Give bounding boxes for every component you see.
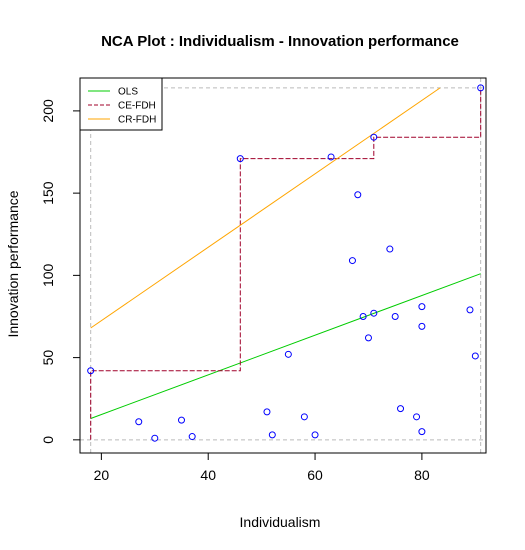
scope-lines xyxy=(80,78,486,453)
data-point xyxy=(418,322,426,330)
y-tick-label: 50 xyxy=(40,350,56,366)
data-point xyxy=(311,431,319,439)
data-point xyxy=(327,153,335,161)
x-tick-label: 80 xyxy=(414,467,430,483)
data-point xyxy=(284,350,292,358)
data-point xyxy=(178,416,185,424)
series-line-cr-fdh xyxy=(90,87,441,329)
data-point xyxy=(348,257,356,265)
legend-box xyxy=(79,77,163,131)
data-point xyxy=(413,413,421,421)
data-point xyxy=(87,367,95,375)
chart-title: NCA Plot : Individualism - Innovation pe… xyxy=(101,33,459,50)
series-lines xyxy=(90,87,482,440)
y-tick-label: 200 xyxy=(40,99,56,123)
data-point xyxy=(364,334,372,342)
data-point xyxy=(386,245,394,253)
x-tick-label: 40 xyxy=(200,467,216,483)
data-point xyxy=(471,352,479,360)
data-point xyxy=(300,413,308,421)
series-line-ols xyxy=(90,273,481,419)
y-axis-label: Innovation performance xyxy=(5,190,21,337)
y-tick-label: 150 xyxy=(40,181,56,205)
legend-label-cr-fdh: CR-FDH xyxy=(118,115,156,126)
data-point xyxy=(359,312,367,320)
x-tick-label: 60 xyxy=(307,467,323,483)
legend: OLS CE-FDH CR-FDH xyxy=(79,77,163,131)
series-line-ce-fdh xyxy=(90,87,482,440)
data-point xyxy=(268,431,276,439)
data-point xyxy=(418,303,426,311)
data-point xyxy=(135,418,143,426)
data-point xyxy=(236,155,244,163)
legend-label-ce-fdh: CE-FDH xyxy=(118,101,156,112)
data-point xyxy=(397,405,405,413)
y-tick-label: 0 xyxy=(40,436,56,444)
x-tick-label: 20 xyxy=(94,467,110,483)
legend-label-ols: OLS xyxy=(118,87,138,98)
data-points xyxy=(87,84,485,442)
data-point xyxy=(418,428,426,436)
data-point xyxy=(151,434,159,442)
plot-frame xyxy=(79,77,487,454)
data-point xyxy=(263,408,271,416)
axes: 20 40 60 80 0 50 100 150 200 xyxy=(40,77,487,483)
data-point xyxy=(354,191,362,199)
x-axis-label: Individualism xyxy=(240,514,321,530)
data-point xyxy=(477,84,485,92)
y-tick-label: 100 xyxy=(40,263,56,287)
data-point xyxy=(188,433,196,441)
data-point xyxy=(370,309,378,317)
data-point xyxy=(370,133,378,141)
data-point xyxy=(391,312,399,320)
data-point xyxy=(466,306,474,314)
